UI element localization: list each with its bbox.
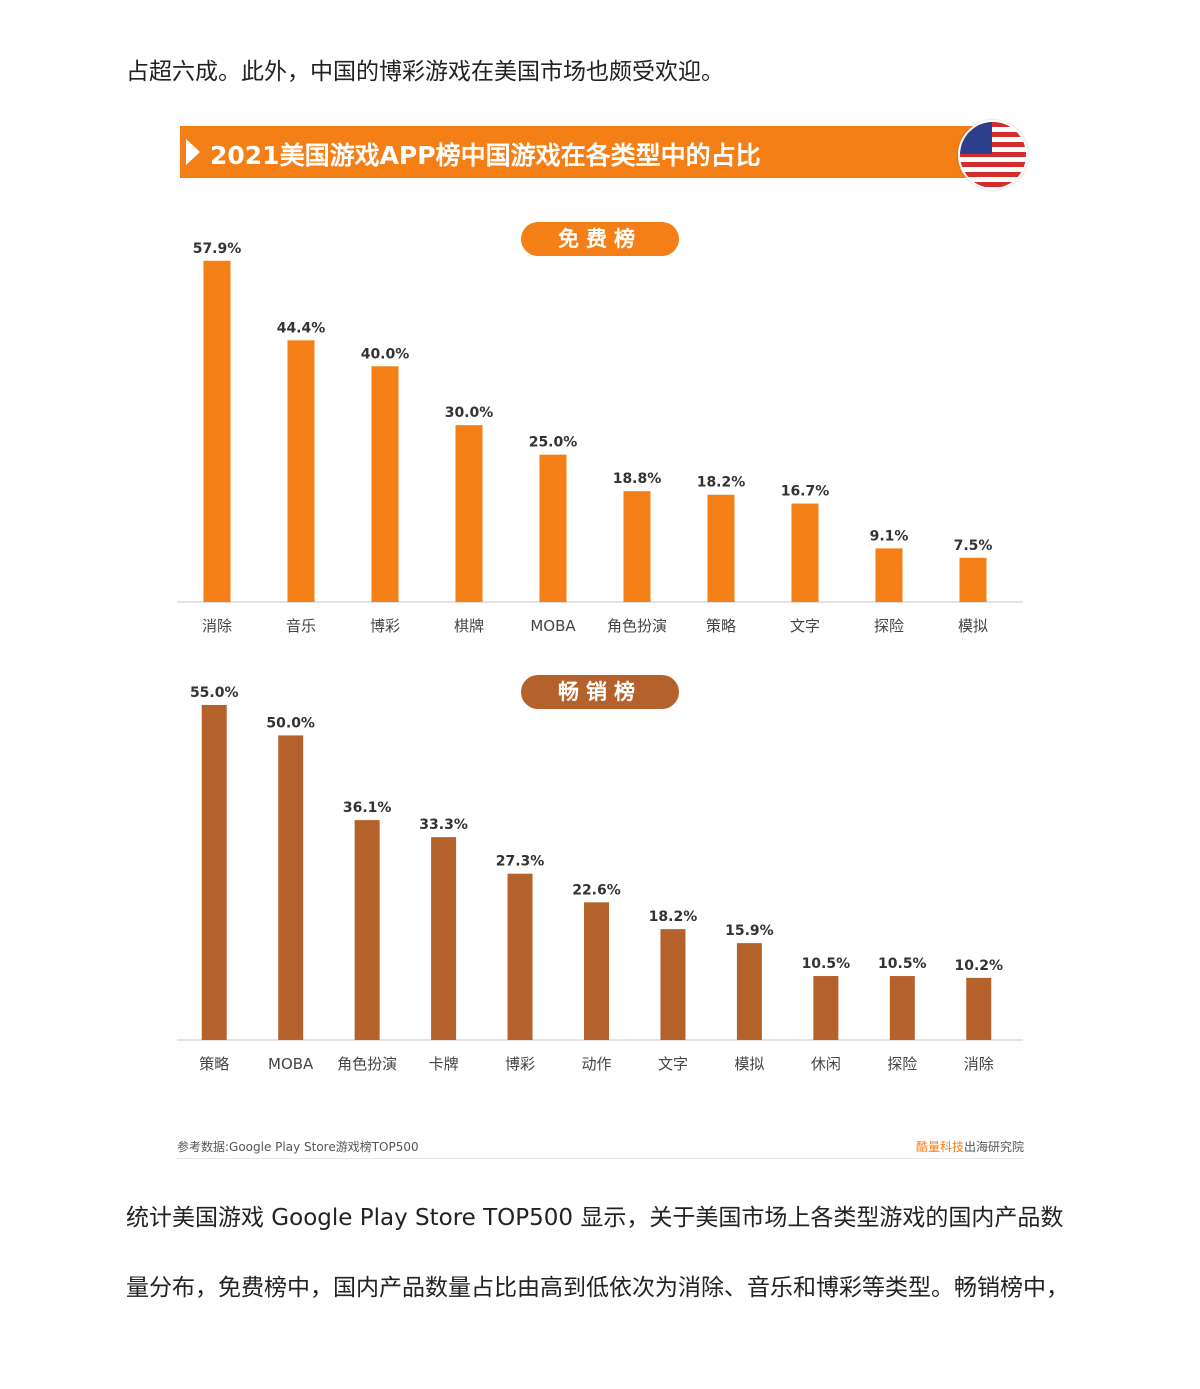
- data-label: 10.5%: [802, 956, 851, 972]
- us-flag-icon: [958, 120, 1028, 190]
- data-label: 16.7%: [781, 484, 830, 500]
- body-paragraph-2: 量分布，免费榜中，国内产品数量占比由高到低依次为消除、音乐和博彩等类型。畅销榜中…: [126, 1275, 1069, 1301]
- x-tick-label: 文字: [658, 1055, 688, 1073]
- bar: [959, 557, 987, 602]
- data-label: 18.2%: [649, 909, 698, 925]
- x-tick-label: 博彩: [505, 1055, 535, 1073]
- data-label: 22.6%: [572, 882, 621, 898]
- bar: [813, 976, 839, 1040]
- x-tick-label: 消除: [964, 1055, 994, 1073]
- free-chart-title: 免费榜: [521, 222, 679, 256]
- x-tick-label: 文字: [790, 617, 820, 633]
- data-label: 10.5%: [878, 956, 927, 972]
- x-tick-label: 策略: [706, 617, 736, 633]
- data-label: 50.0%: [266, 715, 315, 731]
- x-tick-label: 角色扮演: [607, 617, 667, 633]
- play-arrow-icon: [186, 139, 200, 165]
- data-label: 10.2%: [954, 958, 1003, 974]
- source-footnote: 参考数据:Google Play Store游戏榜TOP500: [177, 1140, 419, 1154]
- bar: [966, 977, 992, 1040]
- data-label: 9.1%: [870, 528, 909, 544]
- grossing-chart-title: 畅销榜: [521, 675, 679, 709]
- x-tick-label: 模拟: [734, 1055, 764, 1073]
- x-tick-label: 探险: [887, 1055, 917, 1073]
- data-label: 18.2%: [697, 475, 746, 491]
- bar: [371, 366, 399, 602]
- bar: [455, 425, 483, 602]
- bar: [431, 837, 457, 1040]
- data-label: 7.5%: [954, 538, 993, 554]
- x-tick-label: MOBA: [530, 617, 576, 633]
- data-label: 30.0%: [445, 405, 494, 421]
- data-label: 18.8%: [613, 471, 662, 487]
- title-banner: 2021美国游戏APP榜中国游戏在各类型中的占比: [180, 126, 1010, 178]
- x-tick-label: 卡牌: [429, 1055, 459, 1073]
- data-label: 40.0%: [361, 346, 410, 362]
- x-tick-label: 音乐: [286, 617, 316, 633]
- data-label: 33.3%: [419, 817, 468, 833]
- x-tick-label: 模拟: [958, 617, 988, 633]
- credit-institute: 出海研究院: [963, 1140, 1024, 1154]
- intro-paragraph: 占超六成。此外，中国的博彩游戏在美国市场也颇受欢迎。: [126, 59, 724, 85]
- bar: [201, 704, 227, 1040]
- x-tick-label: 探险: [874, 617, 904, 633]
- bar: [278, 735, 304, 1040]
- credit-brand: 酷量科技: [915, 1140, 964, 1154]
- x-tick-label: 策略: [199, 1055, 229, 1073]
- bar: [875, 548, 903, 602]
- chart-figure: 2021美国游戏APP榜中国游戏在各类型中的占比 免费榜 57.9% 消除 44.4…: [160, 108, 1040, 1163]
- figure-bottom-rule: [177, 1158, 1025, 1159]
- figure-title: 2021美国游戏APP榜中国游戏在各类型中的占比: [210, 141, 761, 170]
- source-credit: 酷量科技出海研究院: [916, 1138, 1024, 1155]
- data-label: 55.0%: [190, 685, 239, 701]
- x-tick-label: 棋牌: [454, 617, 484, 633]
- bar: [791, 503, 819, 602]
- x-tick-label: 消除: [202, 617, 232, 633]
- data-label: 27.3%: [496, 854, 545, 870]
- data-label: 25.0%: [529, 435, 578, 451]
- bar: [584, 902, 609, 1040]
- bar: [539, 454, 567, 602]
- bar: [354, 820, 380, 1040]
- data-label: 44.4%: [277, 320, 326, 336]
- x-tick-label: 休闲: [811, 1055, 841, 1073]
- grossing-bar-chart: 55.0% 策略 50.0% MOBA 36.1% 角色扮演 33.3% 卡牌 27.3% 博彩 2…: [177, 685, 1023, 1073]
- bar: [623, 491, 651, 602]
- data-label: 57.9%: [193, 241, 242, 257]
- body-paragraph-1: 统计美国游戏 Google Play Store TOP500 显示，关于美国市…: [126, 1205, 1064, 1231]
- x-tick-label: MOBA: [268, 1055, 314, 1073]
- data-label: 36.1%: [343, 800, 392, 816]
- bar: [287, 340, 315, 602]
- x-tick-label: 动作: [581, 1055, 611, 1073]
- free-bar-chart: 57.9% 消除 44.4% 音乐 40.0% 博彩 30.0% 棋牌 25.0% MOBA 18.…: [177, 241, 1023, 633]
- bar: [203, 260, 231, 602]
- bar: [707, 494, 735, 602]
- bar: [736, 943, 762, 1040]
- x-tick-label: 角色扮演: [337, 1055, 397, 1073]
- x-tick-label: 博彩: [370, 617, 400, 633]
- bar: [507, 873, 533, 1040]
- bar: [660, 929, 686, 1040]
- bar: [889, 976, 915, 1040]
- data-label: 15.9%: [725, 923, 774, 939]
